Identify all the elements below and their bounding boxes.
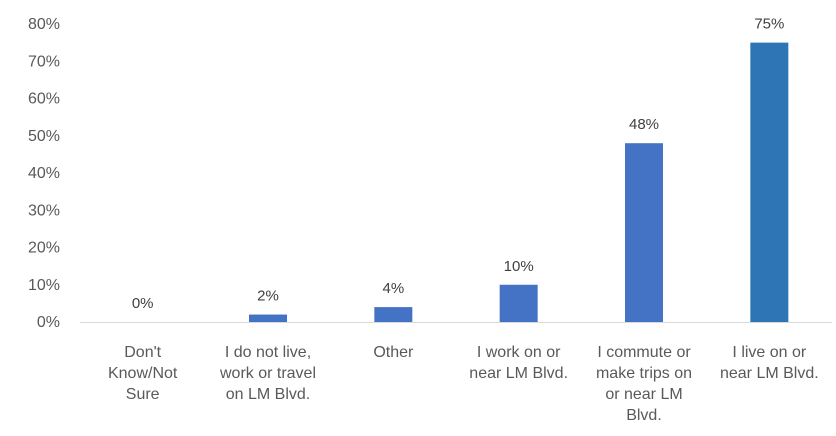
- category-label-line: Other: [373, 344, 414, 361]
- bar: [625, 143, 663, 322]
- category-label: I live on or near LM Blvd.: [720, 344, 819, 382]
- category-label-line: on LM Blvd.: [226, 386, 310, 403]
- bars: [249, 42, 789, 322]
- category-label-line: or near LM: [605, 386, 682, 403]
- category-label: Other: [373, 344, 414, 361]
- category-label-line: work or travel: [219, 365, 316, 382]
- data-label: 0%: [132, 295, 154, 312]
- category-label: I do not live, work or travel on LM Blvd.: [219, 344, 316, 403]
- y-tick-label: 40%: [28, 165, 60, 182]
- category-label-line: Blvd.: [626, 407, 662, 424]
- y-axis: 0% 10% 20% 30% 40% 50% 60% 70% 80%: [28, 16, 60, 331]
- bar: [374, 307, 413, 322]
- y-tick-label: 70%: [28, 53, 60, 70]
- bar: [750, 42, 789, 322]
- category-label-line: I commute or: [597, 344, 691, 361]
- bar: [249, 314, 287, 322]
- category-label-line: I live on or: [732, 344, 806, 361]
- data-label: 48%: [629, 116, 659, 133]
- category-label-line: I work on or: [477, 344, 561, 361]
- category-label: I work on or near LM Blvd.: [469, 344, 568, 382]
- category-label-line: near LM Blvd.: [720, 365, 819, 382]
- data-label: 10%: [504, 258, 534, 275]
- data-label: 4%: [382, 280, 404, 297]
- data-label: 75%: [754, 16, 784, 33]
- category-label-line: Know/Not: [108, 365, 178, 382]
- y-tick-label: 20%: [28, 240, 60, 257]
- y-tick-label: 50%: [28, 128, 60, 145]
- data-label: 2%: [257, 288, 279, 305]
- category-labels: Don't Know/Not Sure I do not live, work or t…: [108, 344, 819, 424]
- y-tick-label: 10%: [28, 277, 60, 294]
- bar: [499, 284, 538, 322]
- data-labels: 0% 2% 4% 10% 48% 75%: [132, 16, 785, 312]
- y-tick-label: 30%: [28, 202, 60, 219]
- category-label-line: Don't: [124, 344, 161, 361]
- category-label-line: near LM Blvd.: [469, 365, 568, 382]
- category-label-line: make trips on: [596, 365, 692, 382]
- category-label: Don't Know/Not Sure: [108, 344, 178, 403]
- category-label-line: I do not live,: [225, 344, 311, 361]
- y-tick-label: 80%: [28, 16, 60, 33]
- category-label-line: Sure: [126, 386, 160, 403]
- y-tick-label: 0%: [37, 314, 60, 331]
- y-tick-label: 60%: [28, 91, 60, 108]
- category-label: I commute or make trips on or near LM Blvd.: [596, 344, 692, 424]
